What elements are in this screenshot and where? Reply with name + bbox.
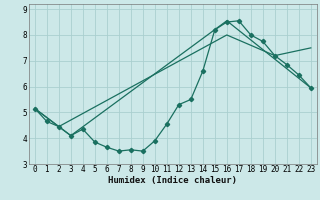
- X-axis label: Humidex (Indice chaleur): Humidex (Indice chaleur): [108, 176, 237, 185]
